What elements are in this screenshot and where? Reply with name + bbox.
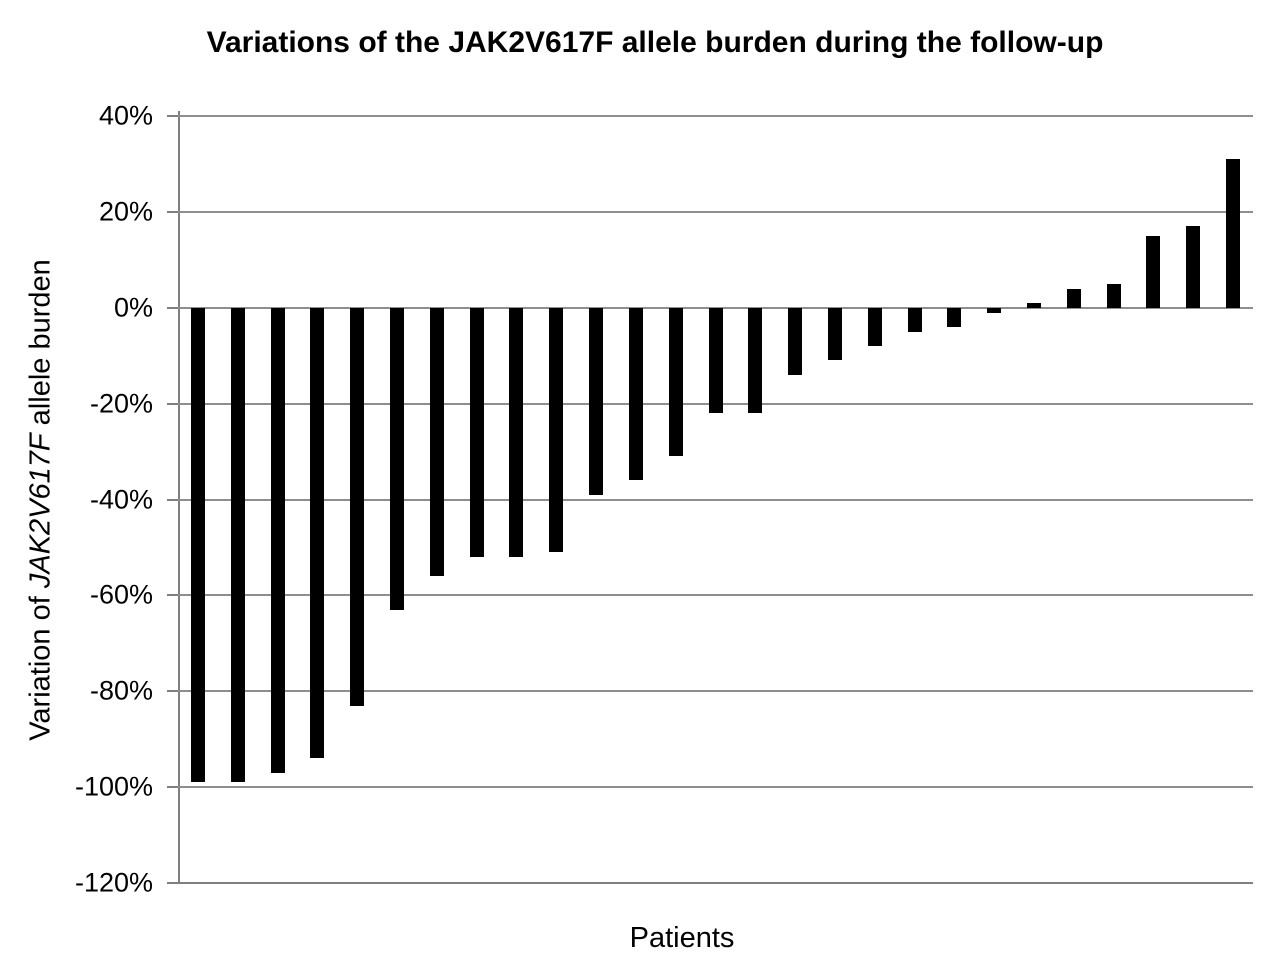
y-axis-tick (167, 115, 178, 117)
bar (668, 307, 683, 457)
bar (230, 307, 245, 783)
gridline (178, 690, 1253, 693)
bar (589, 307, 604, 495)
y-tick-label: -80% (89, 675, 153, 706)
bar (708, 307, 723, 414)
bar (748, 307, 763, 414)
bar (1186, 226, 1201, 308)
bar (310, 307, 325, 759)
bar (987, 307, 1002, 313)
gridline (178, 210, 1253, 213)
y-axis-tick (167, 210, 178, 213)
bar (1027, 302, 1042, 308)
y-axis-tick (167, 786, 178, 789)
y-axis-tick (167, 594, 178, 597)
y-tick-label: -100% (74, 771, 153, 802)
bar (867, 307, 882, 347)
y-axis-title-gene-segment: JAK2V617F (24, 433, 57, 589)
y-tick-label: -120% (74, 867, 153, 898)
chart-title: Variations of the JAK2V617F allele burde… (206, 26, 1104, 59)
bar (1146, 235, 1161, 308)
gridline (178, 115, 1253, 117)
bar (628, 307, 643, 481)
bar (788, 307, 803, 375)
bar (947, 307, 962, 327)
plot-area: 40% 20% 0% -20% -40% -60% -80% -100% -120% (75, 101, 1253, 898)
y-axis-tick (167, 402, 178, 405)
y-tick-label: 20% (98, 196, 153, 227)
bar (469, 307, 484, 558)
bar (1066, 288, 1081, 308)
y-axis-title: Variation of JAK2V617F allele burden (25, 259, 58, 741)
y-axis-title-segment: allele burden (24, 259, 57, 434)
x-axis-title: Patients (629, 922, 735, 954)
y-tick-label: 40% (98, 100, 153, 131)
bar (907, 307, 922, 332)
bar (429, 307, 444, 577)
bar (1106, 283, 1121, 308)
bar (509, 307, 524, 558)
y-tick-label: -60% (89, 579, 153, 610)
bar (549, 307, 564, 553)
y-tick-label: -40% (89, 484, 153, 514)
bar (827, 307, 842, 361)
y-axis-line (178, 111, 180, 883)
bar (1226, 159, 1241, 308)
x-axis-line (167, 882, 1253, 884)
bar (270, 307, 285, 773)
y-tick-label: 0% (113, 292, 153, 323)
gridline (178, 786, 1253, 789)
y-axis-tick (167, 498, 178, 501)
y-axis-tick (167, 306, 178, 309)
bar (389, 307, 404, 610)
gridline (178, 594, 1253, 597)
y-tick-label: -20% (89, 388, 153, 419)
y-axis-tick (167, 690, 178, 693)
bar (350, 307, 365, 706)
y-axis-title-segment: Variation of (24, 588, 57, 741)
bar (190, 307, 205, 783)
gridline (178, 498, 1253, 501)
